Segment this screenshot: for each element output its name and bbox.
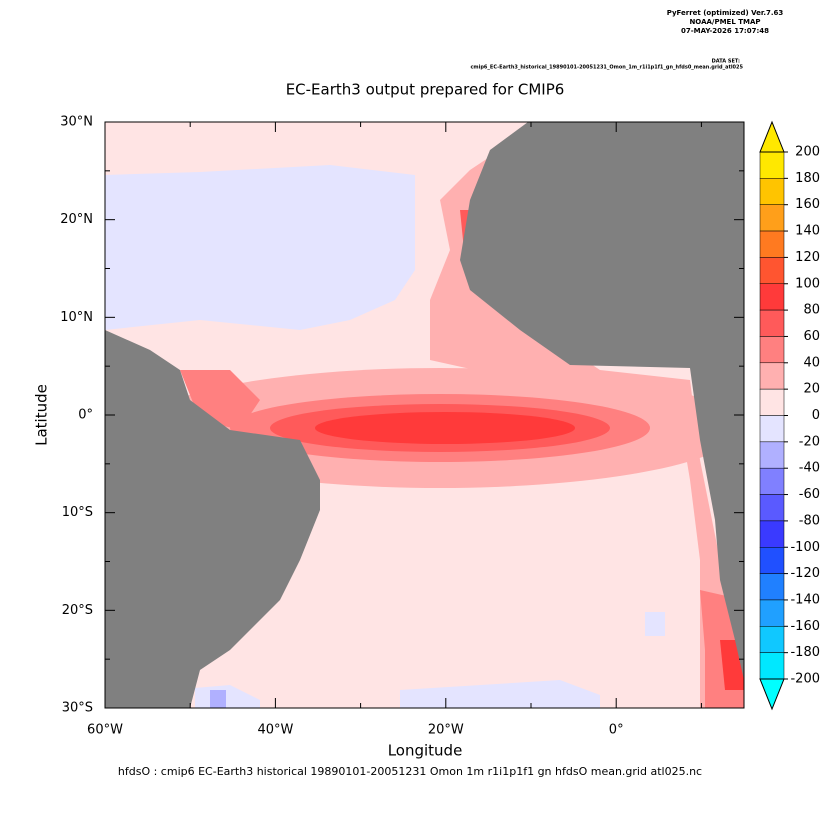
header-line: 07-MAY-2026 17:07:48 bbox=[681, 27, 769, 35]
y-tick-label: 20°S bbox=[62, 603, 93, 618]
colorbar-band bbox=[759, 573, 785, 601]
y-tick-label: 30°S bbox=[62, 701, 93, 716]
colorbar-label: 80 bbox=[803, 303, 820, 318]
colorbar-band bbox=[759, 388, 785, 416]
y-axis-label: Latitude bbox=[33, 384, 51, 446]
colorbar-label: -80 bbox=[799, 513, 820, 528]
field-patch bbox=[210, 690, 226, 708]
chart-title: EC-Earth3 output prepared for CMIP6 bbox=[286, 81, 565, 99]
colorbar-band bbox=[759, 283, 785, 311]
x-tick-label: 60°W bbox=[87, 723, 123, 738]
field-patch bbox=[315, 412, 575, 444]
colorbar-band bbox=[759, 415, 785, 443]
map-field bbox=[105, 122, 744, 708]
colorbar-label: 200 bbox=[795, 145, 820, 160]
land bbox=[460, 122, 744, 680]
colorbar-band bbox=[759, 652, 785, 680]
colorbar-label: -200 bbox=[790, 672, 820, 687]
colorbar-band bbox=[759, 547, 785, 574]
colorbar-band bbox=[759, 257, 785, 284]
colorbar-band bbox=[759, 151, 785, 179]
y-tick-label: 0° bbox=[78, 408, 93, 423]
colorbar-band bbox=[759, 441, 785, 469]
colorbar-band bbox=[759, 494, 785, 522]
colorbar-label: -140 bbox=[790, 592, 820, 607]
colorbar-label: -60 bbox=[799, 487, 820, 502]
x-tick-label: 40°W bbox=[257, 723, 293, 738]
colorbar-band bbox=[759, 520, 785, 548]
colorbar-label: -40 bbox=[799, 461, 820, 476]
x-axis-label: Longitude bbox=[388, 742, 463, 760]
colorbar-band bbox=[759, 336, 785, 364]
colorbar-label: 160 bbox=[795, 197, 820, 212]
dataset: cmip6_EC-Earth3_historical_19890101-2005… bbox=[470, 65, 743, 71]
colorbar-label: -120 bbox=[790, 566, 820, 581]
y-tick-label: 20°N bbox=[60, 212, 93, 227]
colorbar-label: 180 bbox=[795, 171, 820, 186]
y-tick-label: 10°S bbox=[62, 505, 93, 520]
colorbar-band bbox=[759, 467, 785, 495]
field-patch bbox=[400, 680, 600, 708]
colorbar-label: 120 bbox=[795, 250, 820, 265]
colorbar-label: 40 bbox=[803, 355, 820, 370]
colorbar-band bbox=[759, 204, 785, 232]
colorbar-over bbox=[759, 120, 785, 153]
colorbar-band bbox=[759, 599, 785, 627]
y-tick-label: 10°N bbox=[60, 310, 93, 325]
colorbar-label: 140 bbox=[795, 224, 820, 239]
colorbar-band bbox=[759, 230, 785, 258]
x-tick-label: 20°W bbox=[428, 723, 464, 738]
colorbar-band bbox=[759, 309, 785, 337]
colorbar-label: 0 bbox=[812, 408, 820, 423]
colorbar-band bbox=[759, 362, 785, 390]
colorbar-label: -180 bbox=[790, 645, 820, 660]
colorbar-label: -20 bbox=[799, 434, 820, 449]
colorbar-under bbox=[759, 678, 785, 711]
land bbox=[105, 330, 320, 708]
colorbar-band bbox=[759, 626, 785, 653]
colorbar-label: -100 bbox=[790, 540, 820, 555]
dataset-label: DATA SET: bbox=[712, 59, 740, 65]
field-patch bbox=[645, 612, 665, 636]
x-tick-label: 0° bbox=[609, 723, 624, 738]
colorbar-label: 20 bbox=[803, 382, 820, 397]
colorbar-label: -160 bbox=[790, 619, 820, 634]
header-line: PyFerret (optimized) Ver.7.63 bbox=[667, 9, 784, 17]
footer: hfdsO : cmip6 EC-Earth3 historical 19890… bbox=[118, 765, 702, 778]
field-patch bbox=[105, 165, 415, 330]
colorbar-label: 100 bbox=[795, 276, 820, 291]
colorbar-label: 60 bbox=[803, 329, 820, 344]
y-tick-label: 30°N bbox=[60, 115, 93, 130]
colorbar-band bbox=[759, 178, 785, 205]
header-line: NOAA/PMEL TMAP bbox=[689, 18, 760, 26]
